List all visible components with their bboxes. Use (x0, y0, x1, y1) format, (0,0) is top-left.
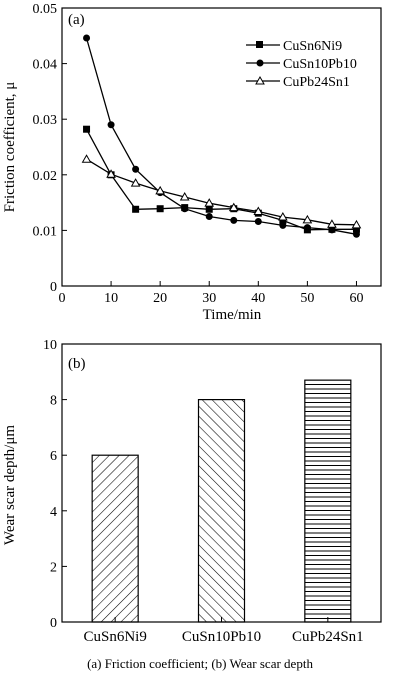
data-point-cupb24sn1 (179, 192, 190, 201)
y-tick-label: 0.05 (33, 2, 58, 17)
x-tick-label: 30 (202, 291, 216, 306)
data-point-cusn10pb10 (83, 34, 91, 42)
bar-category-labels: CuSn6Ni9 CuSn10Pb10 CuPb24Sn1 (83, 617, 364, 645)
y-tick-label: 0 (50, 616, 57, 631)
legend-triangle-marker (255, 75, 265, 85)
data-point-cusn6ni9 (156, 205, 164, 213)
y-tick-label: 0.04 (33, 58, 58, 73)
data-point-cusn6ni9 (132, 205, 140, 213)
y-tick-label: 0.03 (33, 113, 58, 128)
line-legend: CuSn6Ni9 CuSn10Pb10 CuPb24Sn1 (246, 39, 357, 90)
x-tick-label: 10 (104, 291, 118, 306)
line-y-axis-label: Friction coefficient, μ (2, 82, 18, 213)
data-point-cusn6ni9 (205, 205, 213, 213)
bar-cusn10pb10 (197, 399, 246, 623)
legend-circle-marker (256, 59, 264, 67)
data-point-cusn6ni9 (83, 125, 91, 133)
data-point-cusn10pb10 (279, 221, 287, 229)
category-label-cusn10pb10: CuSn10Pb10 (182, 629, 261, 645)
y-tick-label: 0 (50, 280, 57, 295)
line-x-ticks: 0 10 20 30 40 50 60 (59, 281, 363, 306)
legend-square-marker (256, 41, 263, 48)
y-tick-label: 6 (50, 449, 57, 464)
data-point-cupb24sn1 (253, 206, 264, 215)
x-tick-label: 60 (349, 291, 363, 306)
y-tick-label: 8 (50, 394, 57, 409)
data-point-cupb24sn1 (351, 219, 362, 229)
data-point-cupb24sn1 (130, 178, 141, 187)
y-tick-label: 0.01 (33, 224, 58, 239)
data-point-cupb24sn1 (155, 185, 166, 195)
x-tick-label: 20 (153, 291, 167, 306)
x-tick-label: 0 (59, 291, 66, 306)
legend-label-cusn6ni9: CuSn6Ni9 (283, 39, 342, 54)
data-point-cusn10pb10 (230, 216, 238, 224)
x-tick-label: 50 (300, 291, 314, 306)
y-tick-label: 2 (50, 560, 57, 575)
data-point-cusn10pb10 (107, 121, 115, 129)
legend-label-cusn10pb10: CuSn10Pb10 (283, 57, 357, 72)
bar-cupb24sn1 (304, 379, 352, 623)
bar-group (91, 379, 352, 623)
y-tick-label: 4 (50, 505, 57, 520)
figure-caption: (a) Friction coefficient; (b) Wear scar … (87, 656, 313, 671)
category-label-cusn6ni9: CuSn6Ni9 (83, 629, 146, 645)
y-tick-label: 0.02 (33, 169, 58, 184)
data-point-cusn10pb10 (303, 224, 311, 232)
series-line-cusn6ni9 (85, 128, 357, 231)
data-point-cupb24sn1 (106, 169, 116, 178)
data-point-cupb24sn1 (277, 212, 288, 221)
data-point-cupb24sn1 (204, 198, 215, 207)
x-tick-label: 40 (251, 291, 265, 306)
line-panel-label: (a) (68, 12, 85, 28)
y-tick-label: 10 (43, 338, 57, 353)
line-series-group (81, 34, 362, 238)
data-point-cusn10pb10 (132, 165, 140, 173)
bar-panel-label: (b) (68, 356, 86, 372)
series-line-cusn10pb10 (85, 37, 357, 235)
data-point-cusn10pb10 (328, 226, 336, 234)
legend-label-cupb24sn1: CuPb24Sn1 (283, 75, 350, 90)
data-point-cupb24sn1 (228, 202, 239, 212)
data-point-cusn10pb10 (181, 205, 189, 213)
data-point-cusn10pb10 (254, 218, 262, 226)
data-point-cusn10pb10 (205, 213, 213, 220)
line-y-ticks: 0 0.01 0.02 0.03 0.04 0.05 (33, 2, 67, 295)
series-line-cupb24sn1 (86, 158, 357, 226)
data-point-cupb24sn1 (81, 154, 92, 163)
data-point-cusn10pb10 (352, 230, 360, 238)
bar-y-axis-label: Wear scar depth/μm (2, 425, 18, 545)
data-point-cupb24sn1 (327, 219, 337, 228)
category-label-cupb24sn1: CuPb24Sn1 (292, 629, 364, 645)
line-chart-panel: (a) 0 10 20 30 40 50 60 00.010.020.030.040.05 … (2, 2, 382, 323)
legend-item-cusn6ni9: CuSn6Ni9 (246, 39, 342, 54)
data-point-cusn6ni9 (352, 225, 360, 233)
bar-cusn6ni9 (91, 454, 139, 623)
data-point-cupb24sn1 (302, 214, 313, 224)
line-plot-frame (61, 7, 382, 287)
bar-y-ticks: 0 2 4 6 8 10 (43, 338, 67, 631)
legend-item-cupb24sn1: CuPb24Sn1 (246, 75, 350, 90)
line-x-axis-label: Time/min (203, 307, 262, 323)
legend-item-cusn10pb10: CuSn10Pb10 (246, 57, 357, 72)
